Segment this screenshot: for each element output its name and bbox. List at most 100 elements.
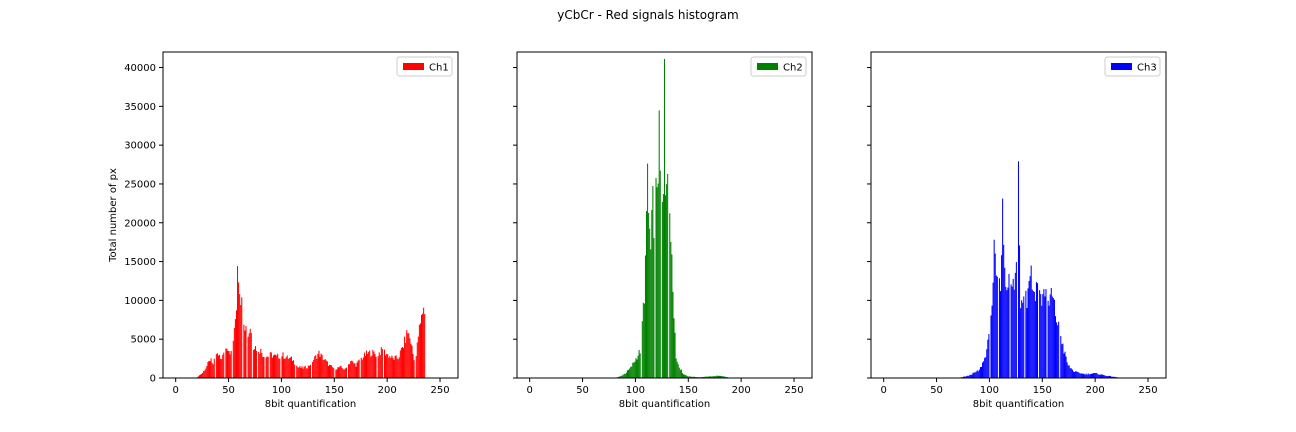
histogram-bar [669,213,671,378]
histogram-bar [1094,372,1096,378]
histogram-bar [367,353,369,378]
histogram-bar [975,371,977,378]
histogram-bar [1106,376,1108,378]
histogram-bar [632,362,634,378]
histogram-bar [721,376,723,378]
histogram-bar [648,212,650,378]
histogram-bar [1112,376,1114,378]
histogram-bar [271,357,273,378]
histogram-bar [323,359,325,378]
histogram-bar [212,364,214,378]
histogram-bar [396,358,398,378]
histogram-bar [1072,371,1074,378]
histogram-bar [619,376,621,378]
histogram-bar [722,376,724,378]
histogram-bar [634,361,636,378]
histogram-bar [1012,278,1014,378]
histogram-bar [1034,301,1036,378]
histogram-bar [994,253,996,378]
histogram-bar [689,376,691,378]
histogram-bar [1089,374,1091,378]
histogram-bar [304,365,306,378]
histogram-bar [1080,373,1082,378]
histogram-bar [705,376,707,378]
x-tick-label: 50 [930,385,943,396]
histogram-bar [232,340,234,378]
histogram-bar [201,373,203,378]
y-tick-label: 35000 [124,102,156,113]
histogram-bar [233,327,235,378]
histogram-bar [324,359,326,378]
histogram-bar [1068,365,1070,378]
histogram-bar [649,228,651,378]
histogram-bar [985,357,987,378]
histogram-bar [716,375,718,378]
histogram-bar [237,266,239,378]
histogram-bar [1076,371,1078,378]
histogram-bar [1109,376,1111,378]
histogram-bar [386,354,388,378]
histogram-bar [321,354,323,378]
histogram-bars [958,161,1122,378]
histogram-bar [630,366,632,378]
histogram-bar [302,368,304,378]
histogram-bar [969,374,971,378]
histogram-bar [973,372,975,378]
histogram-bar [661,201,663,378]
histogram-bar [1069,368,1071,378]
histogram-bar [306,368,308,378]
histogram-bar [351,360,353,378]
histogram-bar [691,376,693,378]
histogram-bar [339,365,341,378]
histogram-bar [1111,376,1113,378]
histogram-bar [1097,374,1099,378]
histogram-bar [990,315,992,378]
histogram-bar [234,319,236,378]
histogram-bar [248,333,250,378]
histogram-bar [353,363,355,378]
histogram-bar [1005,286,1007,378]
histogram-bar [628,369,630,378]
histogram-bar [420,314,423,378]
histogram-bar [1022,302,1024,378]
legend-swatch [403,63,424,70]
histogram-bar [658,110,660,378]
histogram-bar [206,366,208,378]
histogram-bar [984,357,986,378]
histogram-bar [663,58,666,379]
histogram-bar [982,362,984,378]
histogram-bar [720,375,722,378]
histogram-bar [702,376,704,378]
histogram-bar [404,336,406,378]
histogram-bar [355,366,357,378]
histogram-bar [320,353,322,378]
histogram-bar [972,372,974,378]
axes-frame [516,51,813,379]
histogram-bar [1007,287,1009,378]
histogram-bar [205,368,207,378]
histogram-bar [968,375,970,378]
histogram-bar [633,362,635,378]
y-tick-label: 30000 [124,141,156,152]
histogram-bar [350,361,352,378]
histogram-bar [1079,373,1081,378]
histogram-bar [966,376,968,378]
histogram-bar [336,369,338,378]
histogram-bar [715,375,717,378]
histogram-bar [292,361,294,378]
histogram-bar [659,170,661,378]
histogram-bar [684,374,686,378]
histogram-bar [1101,374,1103,378]
histogram-bar [394,356,396,378]
histogram-bar [322,359,324,378]
histogram-bar [652,186,654,378]
histogram-bar [357,360,359,378]
histogram-bar [1025,290,1027,378]
histogram-bar [316,358,318,378]
histogram-bar [364,355,366,378]
histogram-bar [694,376,696,378]
histogram-bar [238,282,240,378]
histogram-bar [1042,294,1044,378]
histogram-bar [1037,283,1039,378]
histogram-bar [216,353,218,378]
